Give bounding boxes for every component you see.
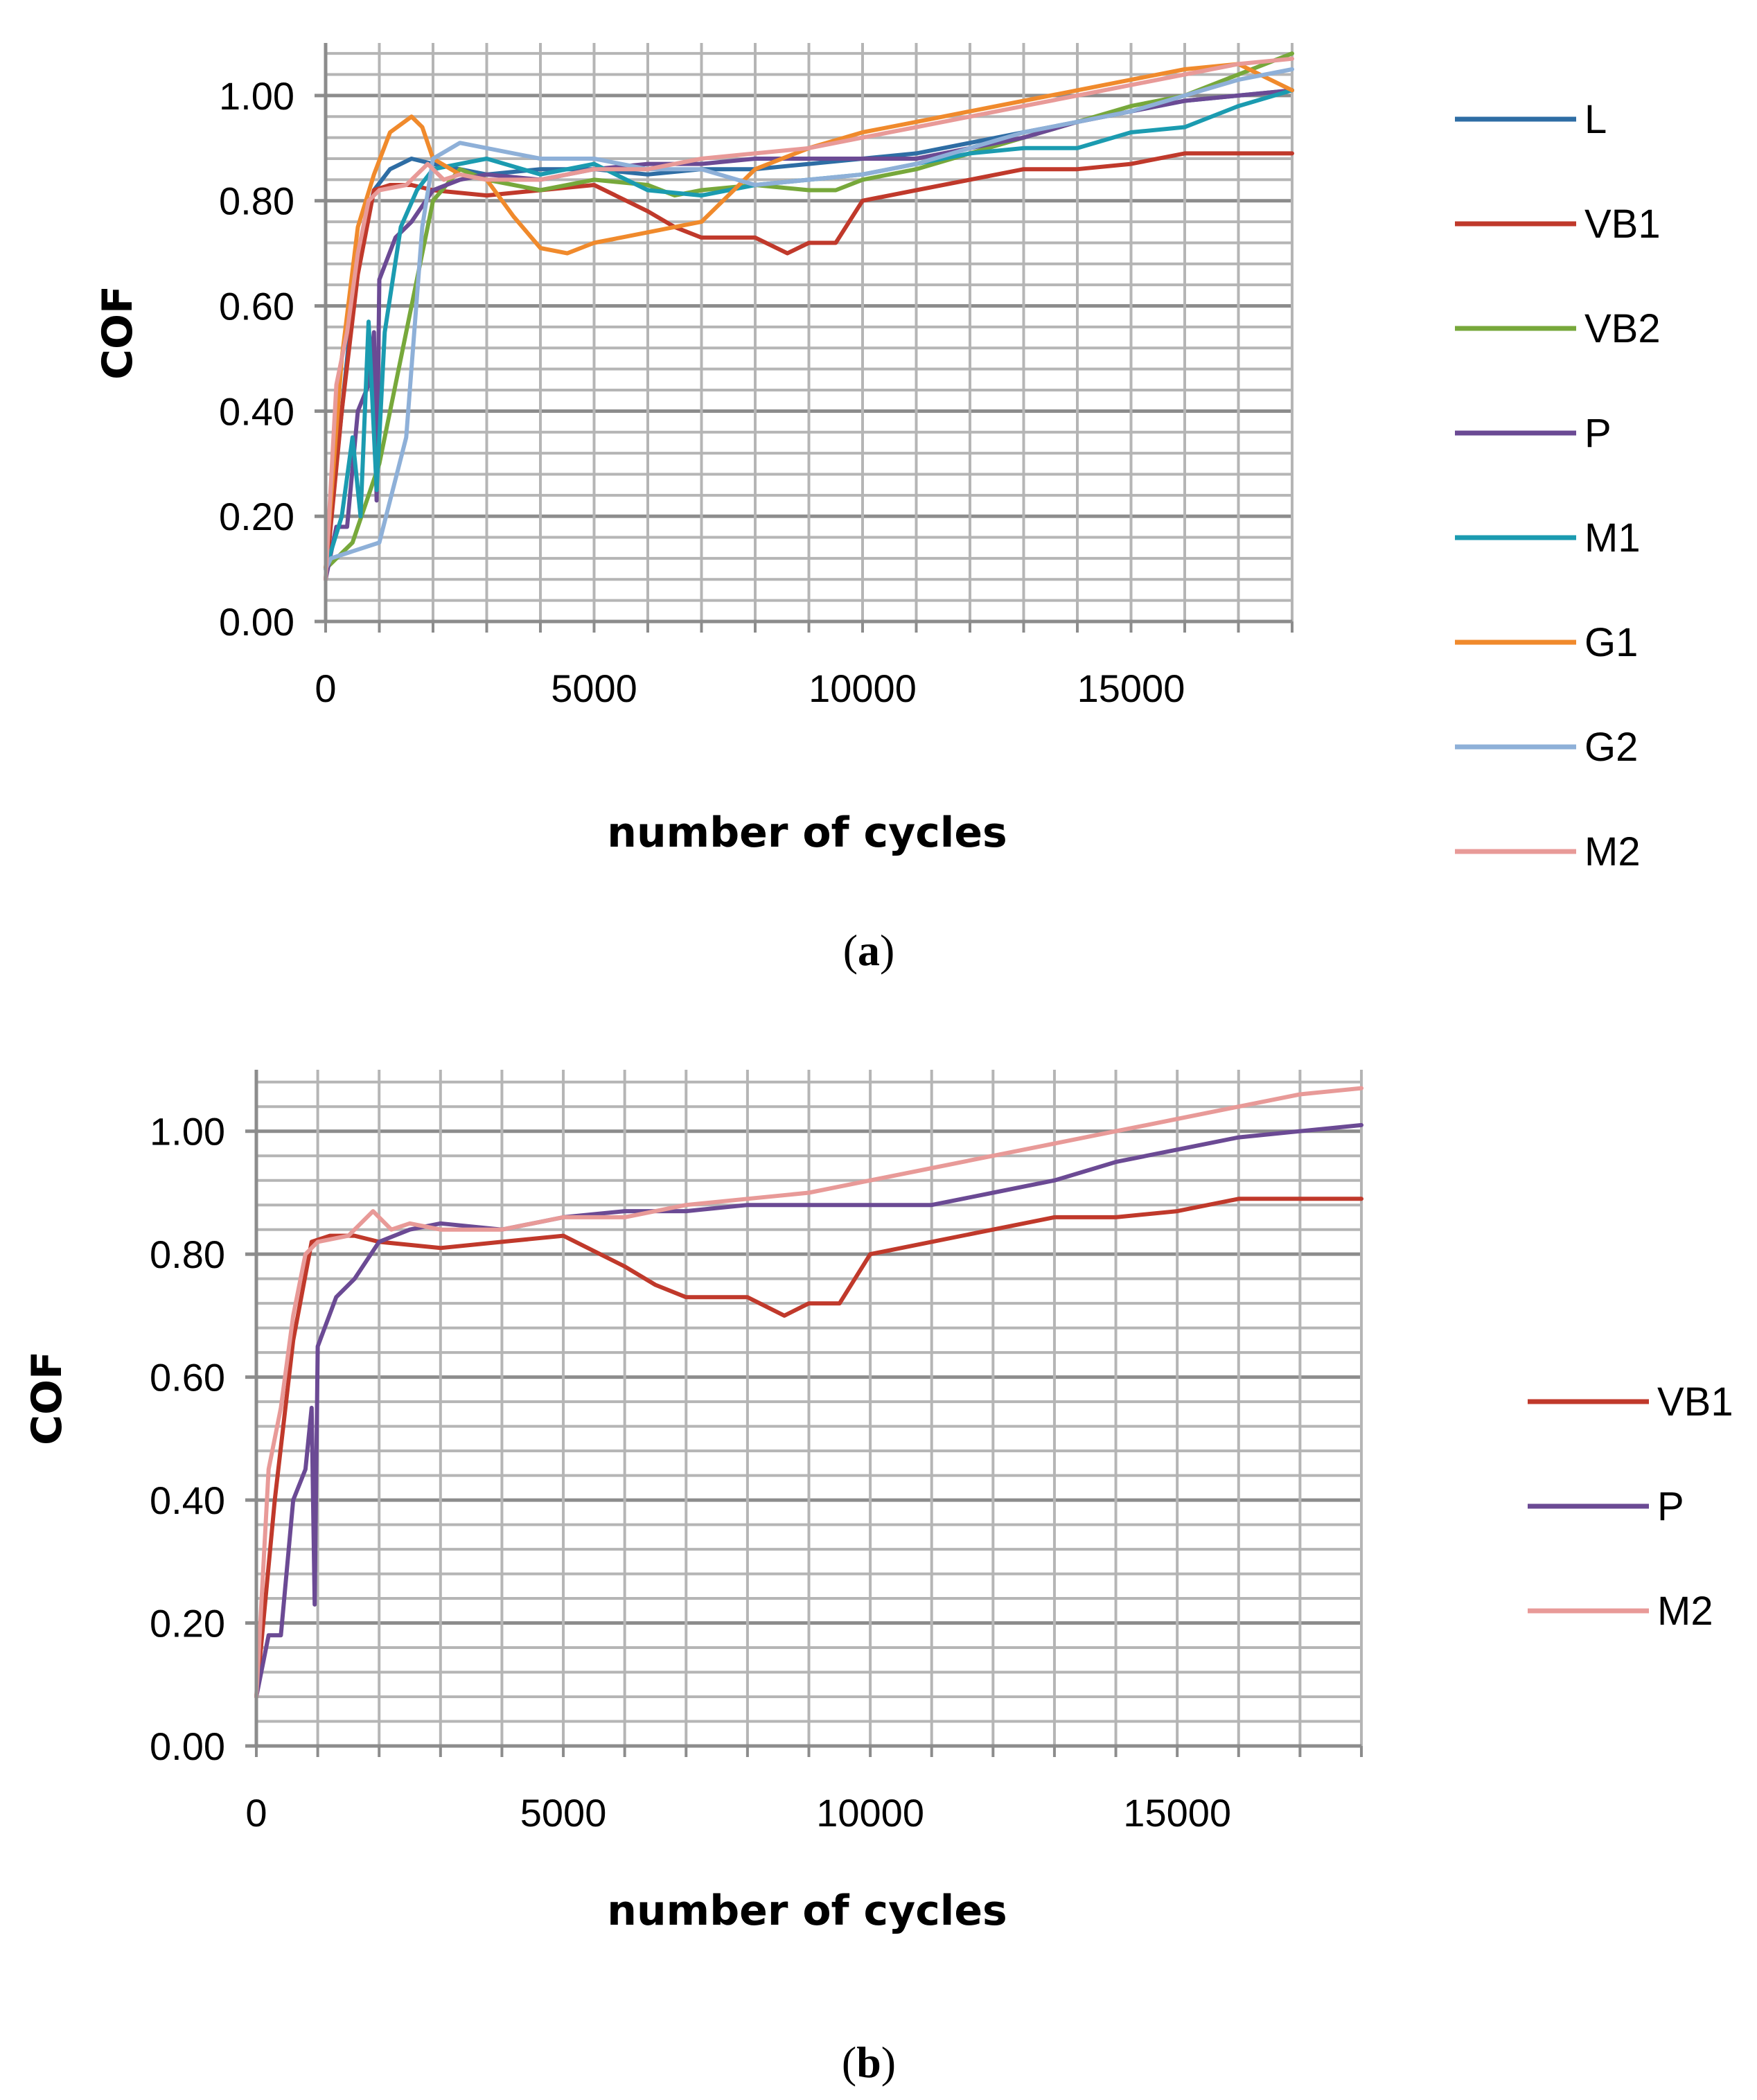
x-tick-label: 0 bbox=[315, 667, 336, 710]
chart-panel-b: 0.000.200.400.600.801.000 5000 10000 15000 … bbox=[23, 1070, 1733, 2087]
x-tick-label: 5000 bbox=[520, 1791, 607, 1835]
legend-label-vb1: VB1 bbox=[1584, 202, 1661, 247]
series-line-m2 bbox=[254, 1086, 1363, 1699]
legend-label-m1: M1 bbox=[1584, 515, 1641, 561]
series-line-g2 bbox=[324, 67, 1294, 572]
panel-label-a: (a) bbox=[843, 926, 895, 975]
legend-label-m2: M2 bbox=[1584, 829, 1641, 874]
legend-label-vb1: VB1 bbox=[1657, 1379, 1733, 1424]
y-axis-title: COF bbox=[23, 1351, 71, 1445]
legend-label-p: P bbox=[1584, 411, 1612, 456]
legend: VB1 P M2 bbox=[1528, 1379, 1733, 1634]
axes bbox=[245, 1070, 1363, 1757]
chart-panel-a: 0.000.200.400.600.801.000 5000 10000 15000 … bbox=[94, 43, 1661, 975]
x-tick-label: 15000 bbox=[1077, 667, 1185, 710]
axes bbox=[315, 43, 1294, 633]
series-lines bbox=[254, 1086, 1363, 1699]
y-tick-label: 1.00 bbox=[219, 74, 294, 118]
x-tick-label: 10000 bbox=[809, 667, 917, 710]
panel-label-b: (b) bbox=[842, 2038, 896, 2087]
y-tick-label: 0.00 bbox=[150, 1724, 225, 1768]
series-line-m2 bbox=[324, 56, 1294, 582]
series-lines bbox=[324, 51, 1294, 582]
y-tick-label: 0.20 bbox=[219, 495, 294, 538]
legend-label-vb2: VB2 bbox=[1584, 306, 1661, 351]
legend-label-l: L bbox=[1584, 97, 1607, 142]
y-tick-label: 0.00 bbox=[219, 600, 294, 644]
legend: L VB1 VB2 P M1 G1 G2 M2 bbox=[1455, 97, 1661, 874]
grid bbox=[256, 1070, 1363, 1746]
y-tick-label: 0.40 bbox=[150, 1479, 225, 1522]
tick-labels: 0.00 0.20 0.40 0.60 0.80 1.00 0 5000 10000 15000 bbox=[219, 74, 1185, 710]
y-tick-label: 0.20 bbox=[150, 1602, 225, 1645]
x-tick-label: 0 bbox=[245, 1791, 267, 1835]
y-tick-label: 0.60 bbox=[150, 1356, 225, 1400]
x-tick-label: 5000 bbox=[551, 667, 637, 710]
y-tick-label: 0.80 bbox=[219, 179, 294, 223]
series-line-vb1 bbox=[254, 1197, 1363, 1699]
legend-label-p: P bbox=[1657, 1484, 1684, 1529]
legend-label-m2: M2 bbox=[1657, 1589, 1713, 1634]
legend-label-g2: G2 bbox=[1584, 725, 1638, 770]
y-tick-label: 0.40 bbox=[219, 389, 294, 433]
series-line-vb1 bbox=[324, 151, 1294, 582]
series-line-g1 bbox=[324, 62, 1294, 572]
tick-labels: 0.00 0.20 0.40 0.60 0.80 1.00 0 5000 10000 15000 bbox=[150, 1110, 1231, 1835]
y-tick-label: 0.60 bbox=[219, 285, 294, 328]
y-axis-title: COF bbox=[94, 285, 142, 380]
x-axis-title: number of cycles bbox=[607, 809, 1007, 857]
x-axis-title: number of cycles bbox=[607, 1887, 1007, 1935]
y-tick-label: 1.00 bbox=[150, 1110, 225, 1154]
x-tick-label: 10000 bbox=[816, 1791, 924, 1835]
legend-label-g1: G1 bbox=[1584, 620, 1638, 665]
x-tick-label: 15000 bbox=[1123, 1791, 1231, 1835]
series-line-m1 bbox=[324, 88, 1294, 572]
y-tick-label: 0.80 bbox=[150, 1233, 225, 1276]
grid bbox=[326, 43, 1294, 621]
